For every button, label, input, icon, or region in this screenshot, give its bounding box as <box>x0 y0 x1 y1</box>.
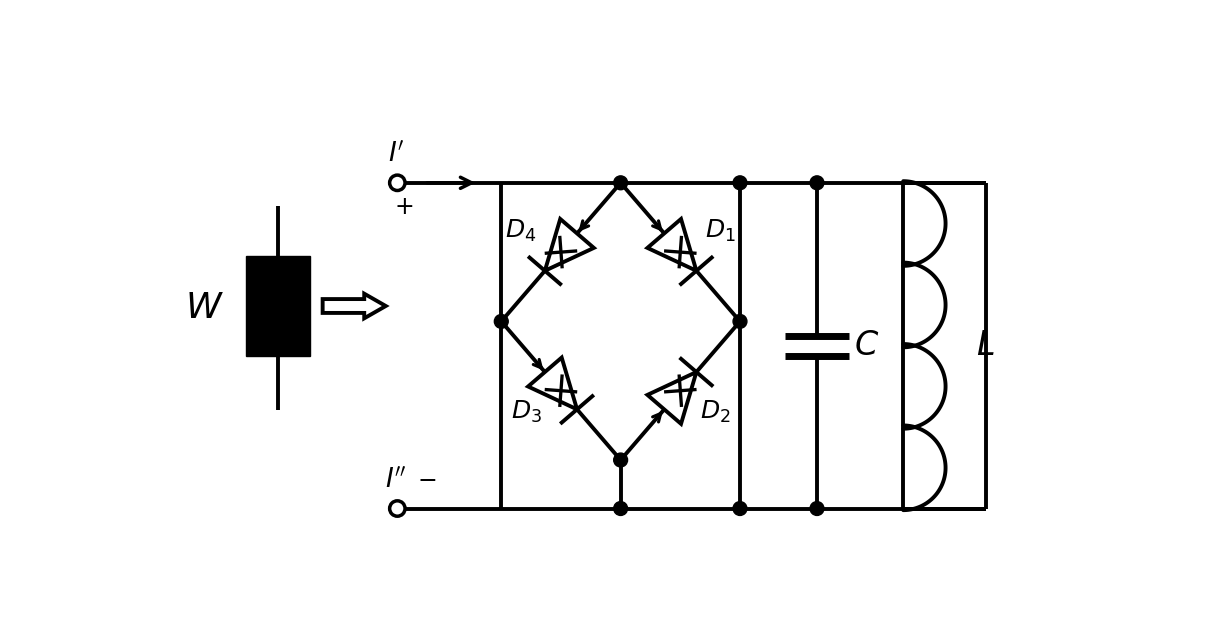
Text: $L$: $L$ <box>976 329 995 362</box>
Polygon shape <box>647 372 697 424</box>
FancyArrow shape <box>323 294 386 318</box>
Polygon shape <box>647 219 697 271</box>
Circle shape <box>733 176 747 190</box>
Circle shape <box>614 176 628 190</box>
Circle shape <box>733 502 747 516</box>
Text: $I''$: $I''$ <box>385 466 407 492</box>
Text: $I'$: $I'$ <box>387 141 404 166</box>
Circle shape <box>733 314 747 328</box>
Circle shape <box>494 314 509 328</box>
Circle shape <box>614 502 628 516</box>
Polygon shape <box>545 219 594 271</box>
Text: $D_2$: $D_2$ <box>699 399 731 426</box>
Polygon shape <box>528 357 577 409</box>
Text: $W$: $W$ <box>186 291 225 325</box>
Text: $D_1$: $D_1$ <box>705 217 736 244</box>
Text: $D_3$: $D_3$ <box>511 399 541 426</box>
Circle shape <box>614 453 628 467</box>
Circle shape <box>810 502 824 516</box>
Text: $+$: $+$ <box>393 196 413 219</box>
Text: $C$: $C$ <box>855 329 880 362</box>
Text: $D_4$: $D_4$ <box>505 217 537 244</box>
Bar <box>245 256 311 356</box>
Text: $\mathsf{-}$: $\mathsf{-}$ <box>416 468 436 491</box>
Circle shape <box>810 176 824 190</box>
